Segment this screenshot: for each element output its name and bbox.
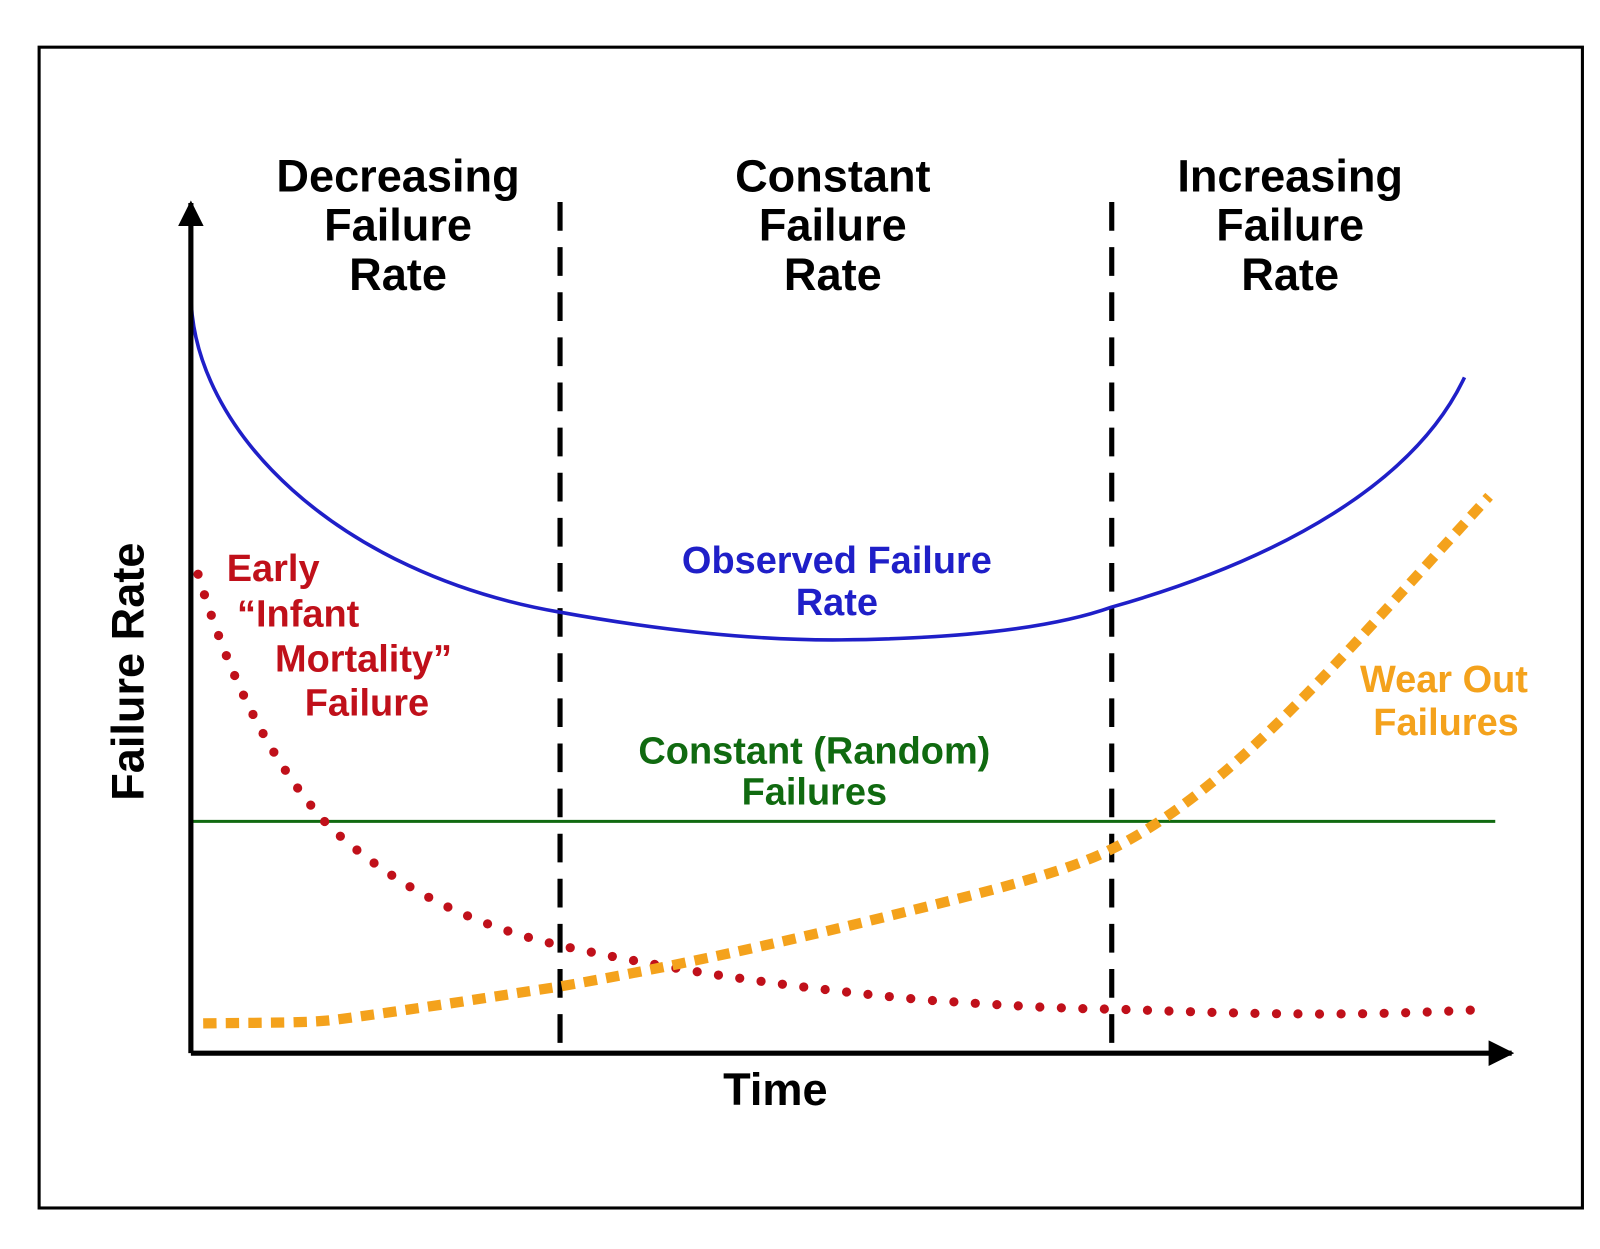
curve-label: Observed Failure	[682, 540, 992, 582]
region-title: Rate	[1241, 249, 1339, 300]
infant-mortality-curve	[193, 569, 1477, 1019]
region-title: Rate	[784, 249, 882, 300]
region-title: Failure	[759, 200, 907, 251]
region-title: Rate	[349, 249, 447, 300]
region-title: Failure	[324, 200, 472, 251]
observed-curve	[189, 292, 1467, 642]
wear-out-curve	[203, 492, 1493, 1029]
curve-label: Failures	[742, 772, 888, 814]
curve-label: Failure	[305, 683, 429, 725]
curve-label: Early	[227, 548, 320, 590]
region-title: Decreasing	[276, 150, 519, 201]
frame	[37, 45, 1584, 1210]
y-axis-label: Failure Rate	[102, 543, 153, 801]
region-title: Failure	[1216, 200, 1364, 251]
curve-label: Wear Out	[1360, 659, 1528, 701]
curve-label: Constant (Random)	[638, 731, 990, 773]
region-title: Constant	[735, 150, 930, 201]
curve-label: Mortality”	[275, 638, 452, 680]
curve-label: Failures	[1373, 702, 1518, 744]
curve-label: “Infant	[237, 593, 360, 635]
curve-label: Rate	[796, 582, 878, 624]
x-axis-label: Time	[723, 1064, 827, 1115]
region-title: Increasing	[1177, 150, 1403, 201]
